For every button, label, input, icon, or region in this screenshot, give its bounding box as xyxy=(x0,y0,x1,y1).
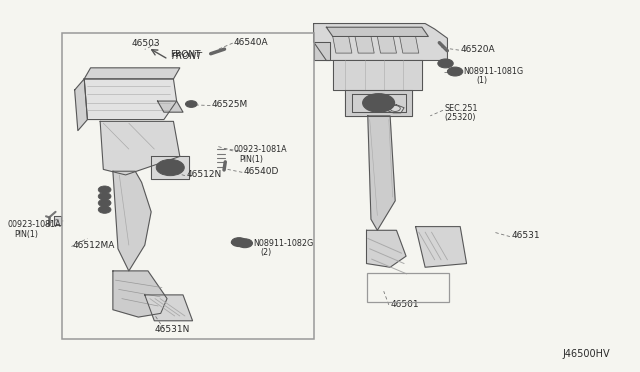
Circle shape xyxy=(372,99,385,107)
Text: (1): (1) xyxy=(476,76,487,85)
Text: 46540D: 46540D xyxy=(244,167,279,176)
Polygon shape xyxy=(333,36,352,53)
Text: 00923-1081A: 00923-1081A xyxy=(234,145,287,154)
Text: 46512N: 46512N xyxy=(186,170,221,179)
Text: N: N xyxy=(242,241,248,246)
Polygon shape xyxy=(399,36,419,53)
Polygon shape xyxy=(75,79,88,131)
Circle shape xyxy=(99,206,111,213)
Polygon shape xyxy=(113,271,167,317)
Circle shape xyxy=(156,160,184,176)
Bar xyxy=(62,33,314,339)
Bar xyxy=(367,273,449,302)
Text: FRONT: FRONT xyxy=(170,51,201,60)
Polygon shape xyxy=(314,42,330,61)
Circle shape xyxy=(447,67,463,76)
Polygon shape xyxy=(84,79,177,119)
Text: 46503: 46503 xyxy=(132,39,161,48)
Polygon shape xyxy=(113,171,151,271)
Text: N: N xyxy=(236,240,242,245)
Text: PIN(1): PIN(1) xyxy=(239,154,263,164)
Circle shape xyxy=(164,164,177,171)
Circle shape xyxy=(363,94,394,112)
Circle shape xyxy=(232,238,246,247)
Polygon shape xyxy=(386,105,404,113)
Text: (25320): (25320) xyxy=(444,113,476,122)
Circle shape xyxy=(438,59,453,68)
Text: J46500HV: J46500HV xyxy=(562,349,610,359)
Polygon shape xyxy=(314,23,447,61)
Text: 46501: 46501 xyxy=(390,300,419,310)
Text: PIN(1): PIN(1) xyxy=(14,230,38,239)
Polygon shape xyxy=(145,295,193,321)
Text: 46531: 46531 xyxy=(511,231,540,240)
Text: N08911-1081G: N08911-1081G xyxy=(463,67,524,76)
Text: 00923-1081A: 00923-1081A xyxy=(8,220,61,229)
Polygon shape xyxy=(415,227,467,267)
Polygon shape xyxy=(100,121,180,175)
Polygon shape xyxy=(333,61,422,90)
Polygon shape xyxy=(378,36,396,53)
Text: SEC.251: SEC.251 xyxy=(444,104,477,113)
Circle shape xyxy=(186,101,197,108)
Polygon shape xyxy=(352,94,406,112)
Polygon shape xyxy=(157,101,183,112)
Polygon shape xyxy=(368,116,395,230)
Circle shape xyxy=(99,193,111,200)
Polygon shape xyxy=(326,27,428,36)
Text: 46520A: 46520A xyxy=(460,45,495,54)
Text: N: N xyxy=(443,61,448,66)
Polygon shape xyxy=(151,157,189,179)
Polygon shape xyxy=(54,215,61,225)
Circle shape xyxy=(237,239,252,248)
Polygon shape xyxy=(84,68,180,79)
Text: 46525M: 46525M xyxy=(212,100,248,109)
Polygon shape xyxy=(367,230,406,267)
Text: 46531N: 46531N xyxy=(154,326,189,334)
Circle shape xyxy=(99,199,111,207)
Text: N08911-1082G: N08911-1082G xyxy=(253,239,314,248)
Circle shape xyxy=(99,186,111,193)
Polygon shape xyxy=(355,36,374,53)
Text: (2): (2) xyxy=(260,248,272,257)
Text: FRONT: FRONT xyxy=(172,52,203,61)
Text: 46512MA: 46512MA xyxy=(73,241,115,250)
Text: 46540A: 46540A xyxy=(234,38,269,46)
Polygon shape xyxy=(346,90,412,116)
Text: N: N xyxy=(452,69,458,74)
